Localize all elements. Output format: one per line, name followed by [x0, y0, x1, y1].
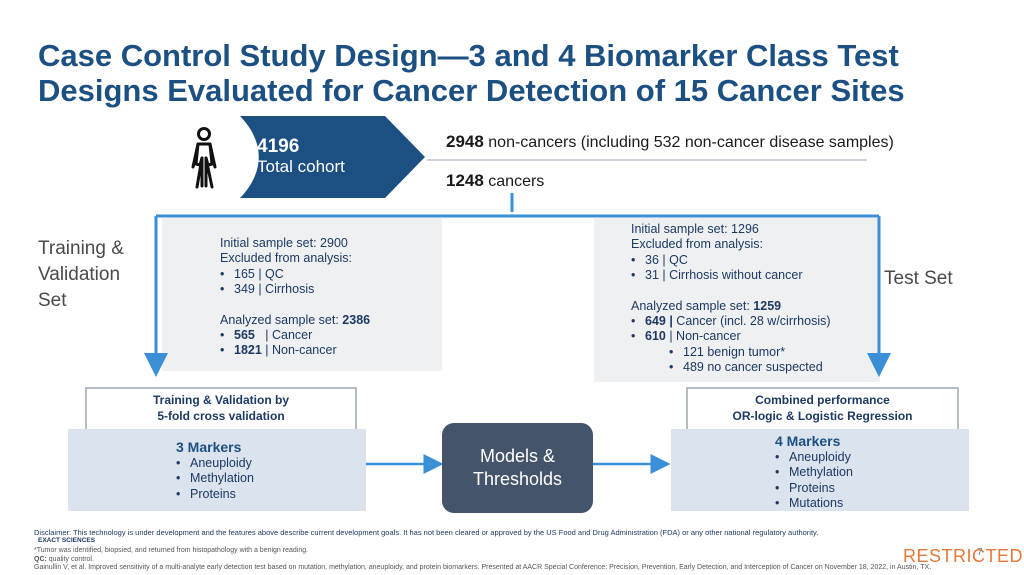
footnote-reference: Gainullin V, et al. Improved sensitivity… [34, 564, 932, 571]
test-sample-list: Initial sample set: 1296 Excluded from a… [631, 222, 831, 376]
list-item: • 349 | Cirrhosis [220, 282, 315, 297]
noncancer-number: 2948 [446, 132, 484, 151]
cohort-label: Total cohort [257, 157, 345, 176]
page-number: 7 [977, 547, 983, 558]
list-item: • 31 | Cirrhosis without cancer [631, 268, 803, 283]
models-thresholds-box: Models & Thresholds [442, 423, 593, 513]
training-excluded: Excluded from analysis: [220, 251, 353, 266]
models-line-2: Thresholds [472, 469, 563, 489]
footnote-qc: QC: quality control. [34, 556, 94, 563]
test-excluded: Excluded from analysis: [631, 237, 764, 252]
training-label-line-1: Training & [38, 238, 124, 259]
training-initial: Initial sample set: 2900 [220, 236, 348, 250]
cohort-shape [179, 116, 440, 198]
restricted-label: RESTRICTED [903, 546, 1024, 566]
list-item: • Aneuploidy [775, 450, 851, 464]
three-markers-title: 3 Markers [176, 439, 242, 455]
training-label-line-2: Validation [38, 264, 121, 285]
three-markers-box: 3 Markers • Aneuploidy • Methylation • Prot… [68, 429, 366, 511]
list-item: • Mutations [775, 496, 844, 511]
three-markers-list: • Aneuploidy • Methylation • Proteins [176, 456, 254, 502]
four-markers-box: 4 Markers • Aneuploidy • Methylation • Prot… [671, 429, 969, 511]
list-item: • 165 | QC [220, 266, 284, 281]
training-method-text: Training & Validation by 5-fold cross va… [152, 393, 290, 423]
training-analyzed: Analyzed sample set: 2386 [220, 312, 371, 327]
list-item: • 565 | Cancer [220, 328, 313, 343]
noncancer-count: 2948 non-cancers (including 532 non-canc… [446, 132, 894, 152]
training-validation-label: Training & Validation Set [38, 236, 124, 314]
noncancer-text: non-cancers (including 532 non-cancer di… [483, 134, 894, 151]
training-label-line-3: Set [38, 290, 67, 311]
list-item: • Aneuploidy [176, 456, 252, 470]
cohort-number: 4196 [257, 136, 300, 157]
list-item: • 649 | Cancer (incl. 28 w/cirrhosis) [631, 314, 831, 329]
title-line-1: Case Control Study Design—3 and 4 Biomar… [38, 38, 899, 73]
list-item: • 121 benign tumor* [669, 344, 786, 359]
list-item: • 36 | QC [631, 252, 688, 267]
training-panel [162, 218, 442, 371]
list-item: • 489 no cancer suspected [669, 360, 823, 375]
title-line-2: Designs Evaluated for Cancer Detection o… [38, 73, 905, 108]
list-item: • Proteins [775, 480, 835, 495]
test-set-label: Test Set [884, 268, 953, 289]
training-sample-list: Initial sample set: 2900 Excluded from a… [220, 236, 370, 359]
four-markers-list: • Aneuploidy • Methylation • Proteins • Muta… [775, 450, 853, 512]
list-item: • 610 | Non-cancer [631, 329, 741, 344]
list-item: • 1821 | Non-cancer [220, 343, 337, 358]
cancer-number: 1248 [446, 171, 484, 190]
cancer-text: cancers [483, 173, 545, 190]
list-item: • Methylation [176, 471, 254, 486]
models-line-1: Models & [479, 446, 556, 466]
training-method-box [85, 387, 357, 433]
list-item: • Proteins [176, 486, 236, 501]
page-title: Case Control Study Design—3 and 4 Biomar… [38, 38, 1018, 108]
list-item: • Methylation [775, 465, 853, 480]
disclaimer-text: Disclaimer: This technology is under dev… [34, 528, 819, 537]
cohort-arrow [214, 116, 425, 198]
footnote-tumor: *Tumor was identified, biopsied, and ret… [34, 547, 309, 554]
four-markers-title: 4 Markers [775, 433, 841, 449]
company-logo: EXACT SCIENCES [38, 537, 96, 544]
test-analyzed: Analyzed sample set: 1259 [631, 298, 782, 313]
combined-performance-box [686, 387, 959, 433]
combined-performance-text: Combined performance OR-logic & Logistic… [732, 393, 913, 423]
person-icon [191, 127, 217, 189]
test-panel [594, 218, 880, 382]
split-divider-line [427, 159, 867, 161]
test-initial: Initial sample set: 1296 [631, 222, 759, 236]
cancer-count: 1248 cancers [446, 171, 544, 191]
